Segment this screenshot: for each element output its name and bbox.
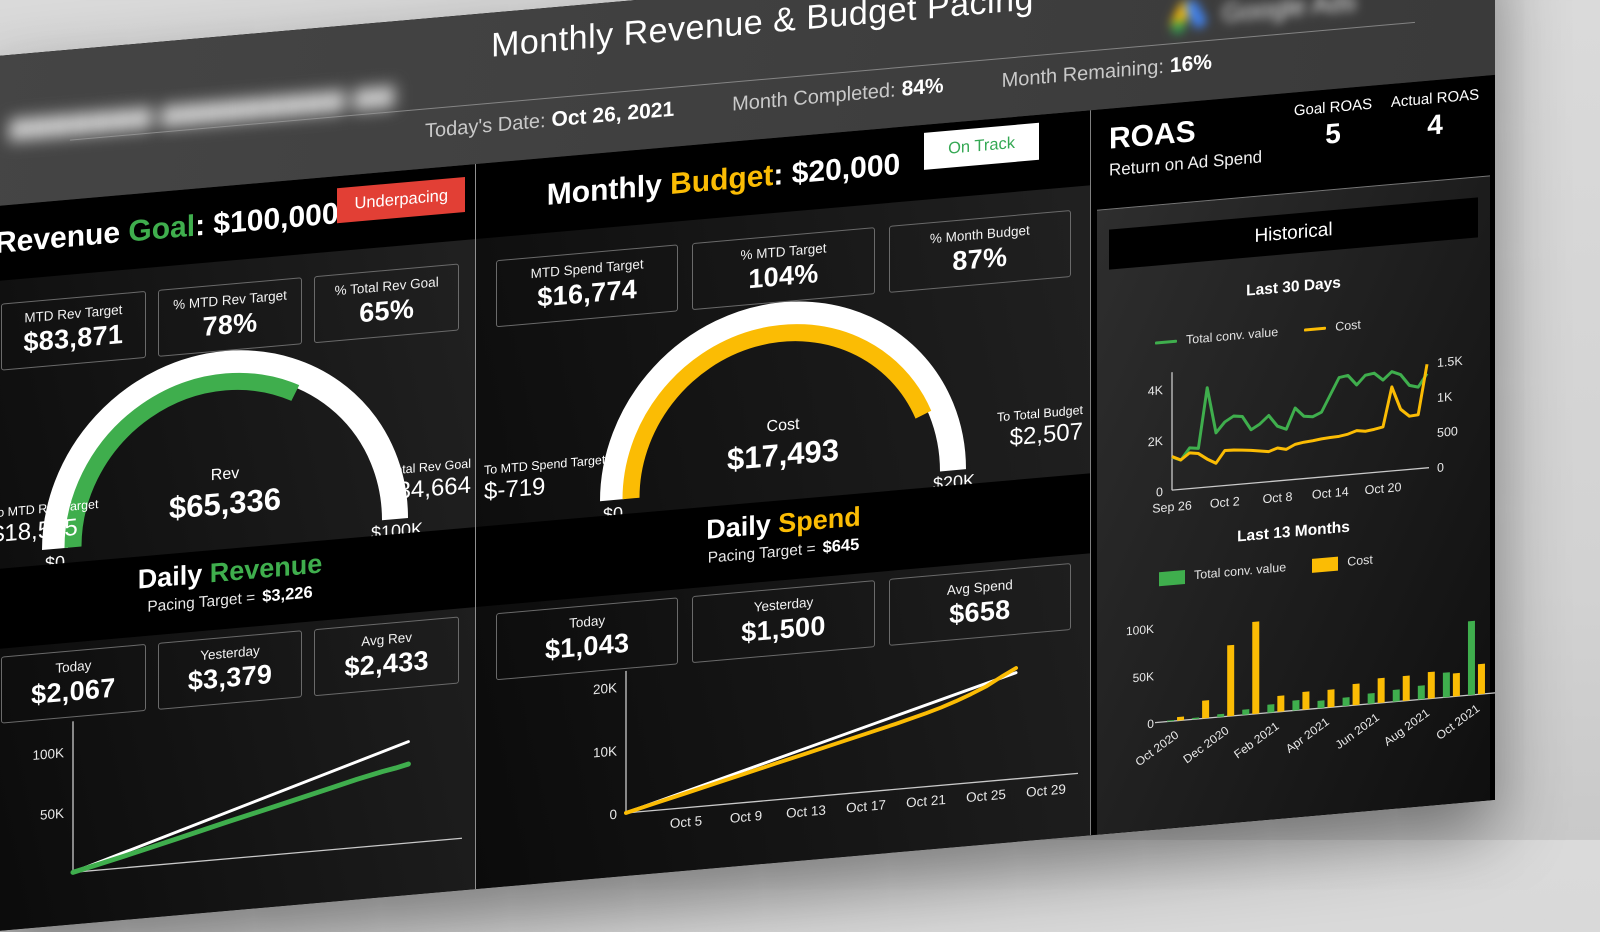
- svg-text:Oct 21: Oct 21: [906, 792, 946, 810]
- completed-value: 84%: [901, 74, 944, 101]
- svg-text:0: 0: [1147, 717, 1154, 732]
- legend-conv-value-bar: Total conv. value: [1159, 560, 1286, 586]
- month-completed: Month Completed: 84%: [732, 74, 943, 116]
- svg-text:10K: 10K: [593, 743, 617, 760]
- stat-rev-today: Today $2,067: [1, 643, 146, 724]
- conv-line-swatch: [1155, 339, 1177, 345]
- svg-text:Oct 9: Oct 9: [730, 808, 762, 826]
- svg-text:1K: 1K: [1437, 390, 1453, 405]
- remaining-label: Month Remaining:: [1001, 55, 1164, 93]
- svg-text:Oct 8: Oct 8: [1263, 490, 1293, 507]
- google-ads-icon: [1168, 0, 1210, 35]
- svg-text:Aug 2021: Aug 2021: [1381, 706, 1432, 749]
- historical-card: Historical Last 30 Days Total conv. valu…: [1097, 175, 1495, 835]
- svg-text:Oct 20: Oct 20: [1365, 480, 1402, 497]
- svg-text:Sep 26: Sep 26: [1152, 498, 1192, 515]
- goal-roas: Goal ROAS 5: [1293, 95, 1373, 150]
- daily-spend-chart[interactable]: 0 10K 20K Oct 5 Oct 9 Oct 13 Oct 17 Oct 21 Oct 2…: [476, 628, 1091, 882]
- last30-chart[interactable]: 0 2K 4K 0 500 1K 1.5K Sep 26 Oct 2 Oct 8 Oct 14 Oct…: [1097, 335, 1495, 530]
- svg-text:Apr 2021: Apr 2021: [1283, 714, 1332, 755]
- google-ads-logo-text: Google Ads: [1222, 0, 1357, 28]
- svg-text:0: 0: [1437, 460, 1444, 475]
- legend-cost: Cost: [1304, 318, 1361, 337]
- last30-legend: Total conv. value Cost: [1155, 318, 1361, 350]
- last30-title: Last 30 Days: [1246, 274, 1341, 300]
- svg-text:50K: 50K: [1133, 669, 1154, 685]
- svg-text:20K: 20K: [593, 680, 617, 697]
- svg-text:Oct 14: Oct 14: [1312, 485, 1349, 502]
- completed-label: Month Completed:: [732, 79, 896, 116]
- svg-text:100K: 100K: [1126, 622, 1154, 638]
- svg-text:Oct 25: Oct 25: [966, 787, 1006, 805]
- svg-text:Feb 2021: Feb 2021: [1231, 719, 1281, 762]
- daily-revenue-chart[interactable]: 50K 100K: [0, 682, 475, 932]
- svg-text:Oct 2021: Oct 2021: [1434, 701, 1483, 742]
- svg-text:500: 500: [1437, 424, 1458, 440]
- svg-text:1.5K: 1.5K: [1437, 354, 1463, 370]
- svg-text:4K: 4K: [1148, 383, 1164, 398]
- date-label: Today's Date:: [425, 109, 546, 143]
- svg-text:2K: 2K: [1148, 434, 1164, 449]
- svg-text:0: 0: [1156, 485, 1163, 500]
- pacing-dashboard: ▆▆▆▆▆▆▆ ▆▆▆▆▆▆▆▆▆ ▆▆ Monthly Revenue & B…: [0, 0, 1495, 932]
- svg-text:100K: 100K: [32, 745, 64, 763]
- stat-rev-yesterday: Yesterday $3,379: [157, 630, 303, 710]
- month-remaining: Month Remaining: 16%: [1002, 51, 1212, 93]
- cost-line-swatch: [1304, 326, 1327, 332]
- revenue-gauge[interactable]: [0, 253, 465, 571]
- svg-text:Oct 5: Oct 5: [670, 813, 702, 831]
- stat-avg-rev: Avg Rev $2,433: [314, 616, 460, 697]
- last13-legend: Total conv. value Cost: [1159, 553, 1373, 586]
- svg-text:Oct 2020: Oct 2020: [1133, 728, 1182, 769]
- conv-bar-swatch: [1159, 569, 1185, 586]
- remaining-value: 16%: [1169, 50, 1212, 78]
- legend-conv-value: Total conv. value: [1155, 325, 1278, 350]
- svg-text:Jun 2021: Jun 2021: [1333, 710, 1382, 752]
- underpacing-badge: Underpacing: [337, 177, 465, 224]
- revenue-panel: Revenue Goal: $100,000 Underpacing MTD R…: [0, 164, 475, 932]
- svg-text:0: 0: [609, 807, 617, 823]
- svg-text:Oct 29: Oct 29: [1026, 781, 1066, 799]
- legend-cost-bar: Cost: [1312, 553, 1373, 573]
- svg-text:50K: 50K: [40, 806, 64, 823]
- budget-gauge[interactable]: [543, 204, 1023, 522]
- date-value: Oct 26, 2021: [551, 97, 675, 132]
- svg-text:Dec 2020: Dec 2020: [1181, 723, 1232, 766]
- budget-panel: Monthly Budget: $20,000 On Track MTD Spe…: [475, 110, 1091, 890]
- historical-header: Historical: [1109, 197, 1478, 270]
- svg-text:Oct 13: Oct 13: [786, 802, 826, 820]
- roas-panel: ROAS Return on Ad Spend Goal ROAS 5 Actua…: [1090, 74, 1495, 836]
- actual-roas: Actual ROAS 4: [1390, 86, 1480, 141]
- roas-title: ROAS: [1109, 115, 1196, 156]
- svg-text:Oct 2: Oct 2: [1210, 494, 1240, 511]
- cost-bar-swatch: [1312, 556, 1339, 573]
- svg-text:Oct 17: Oct 17: [846, 797, 886, 815]
